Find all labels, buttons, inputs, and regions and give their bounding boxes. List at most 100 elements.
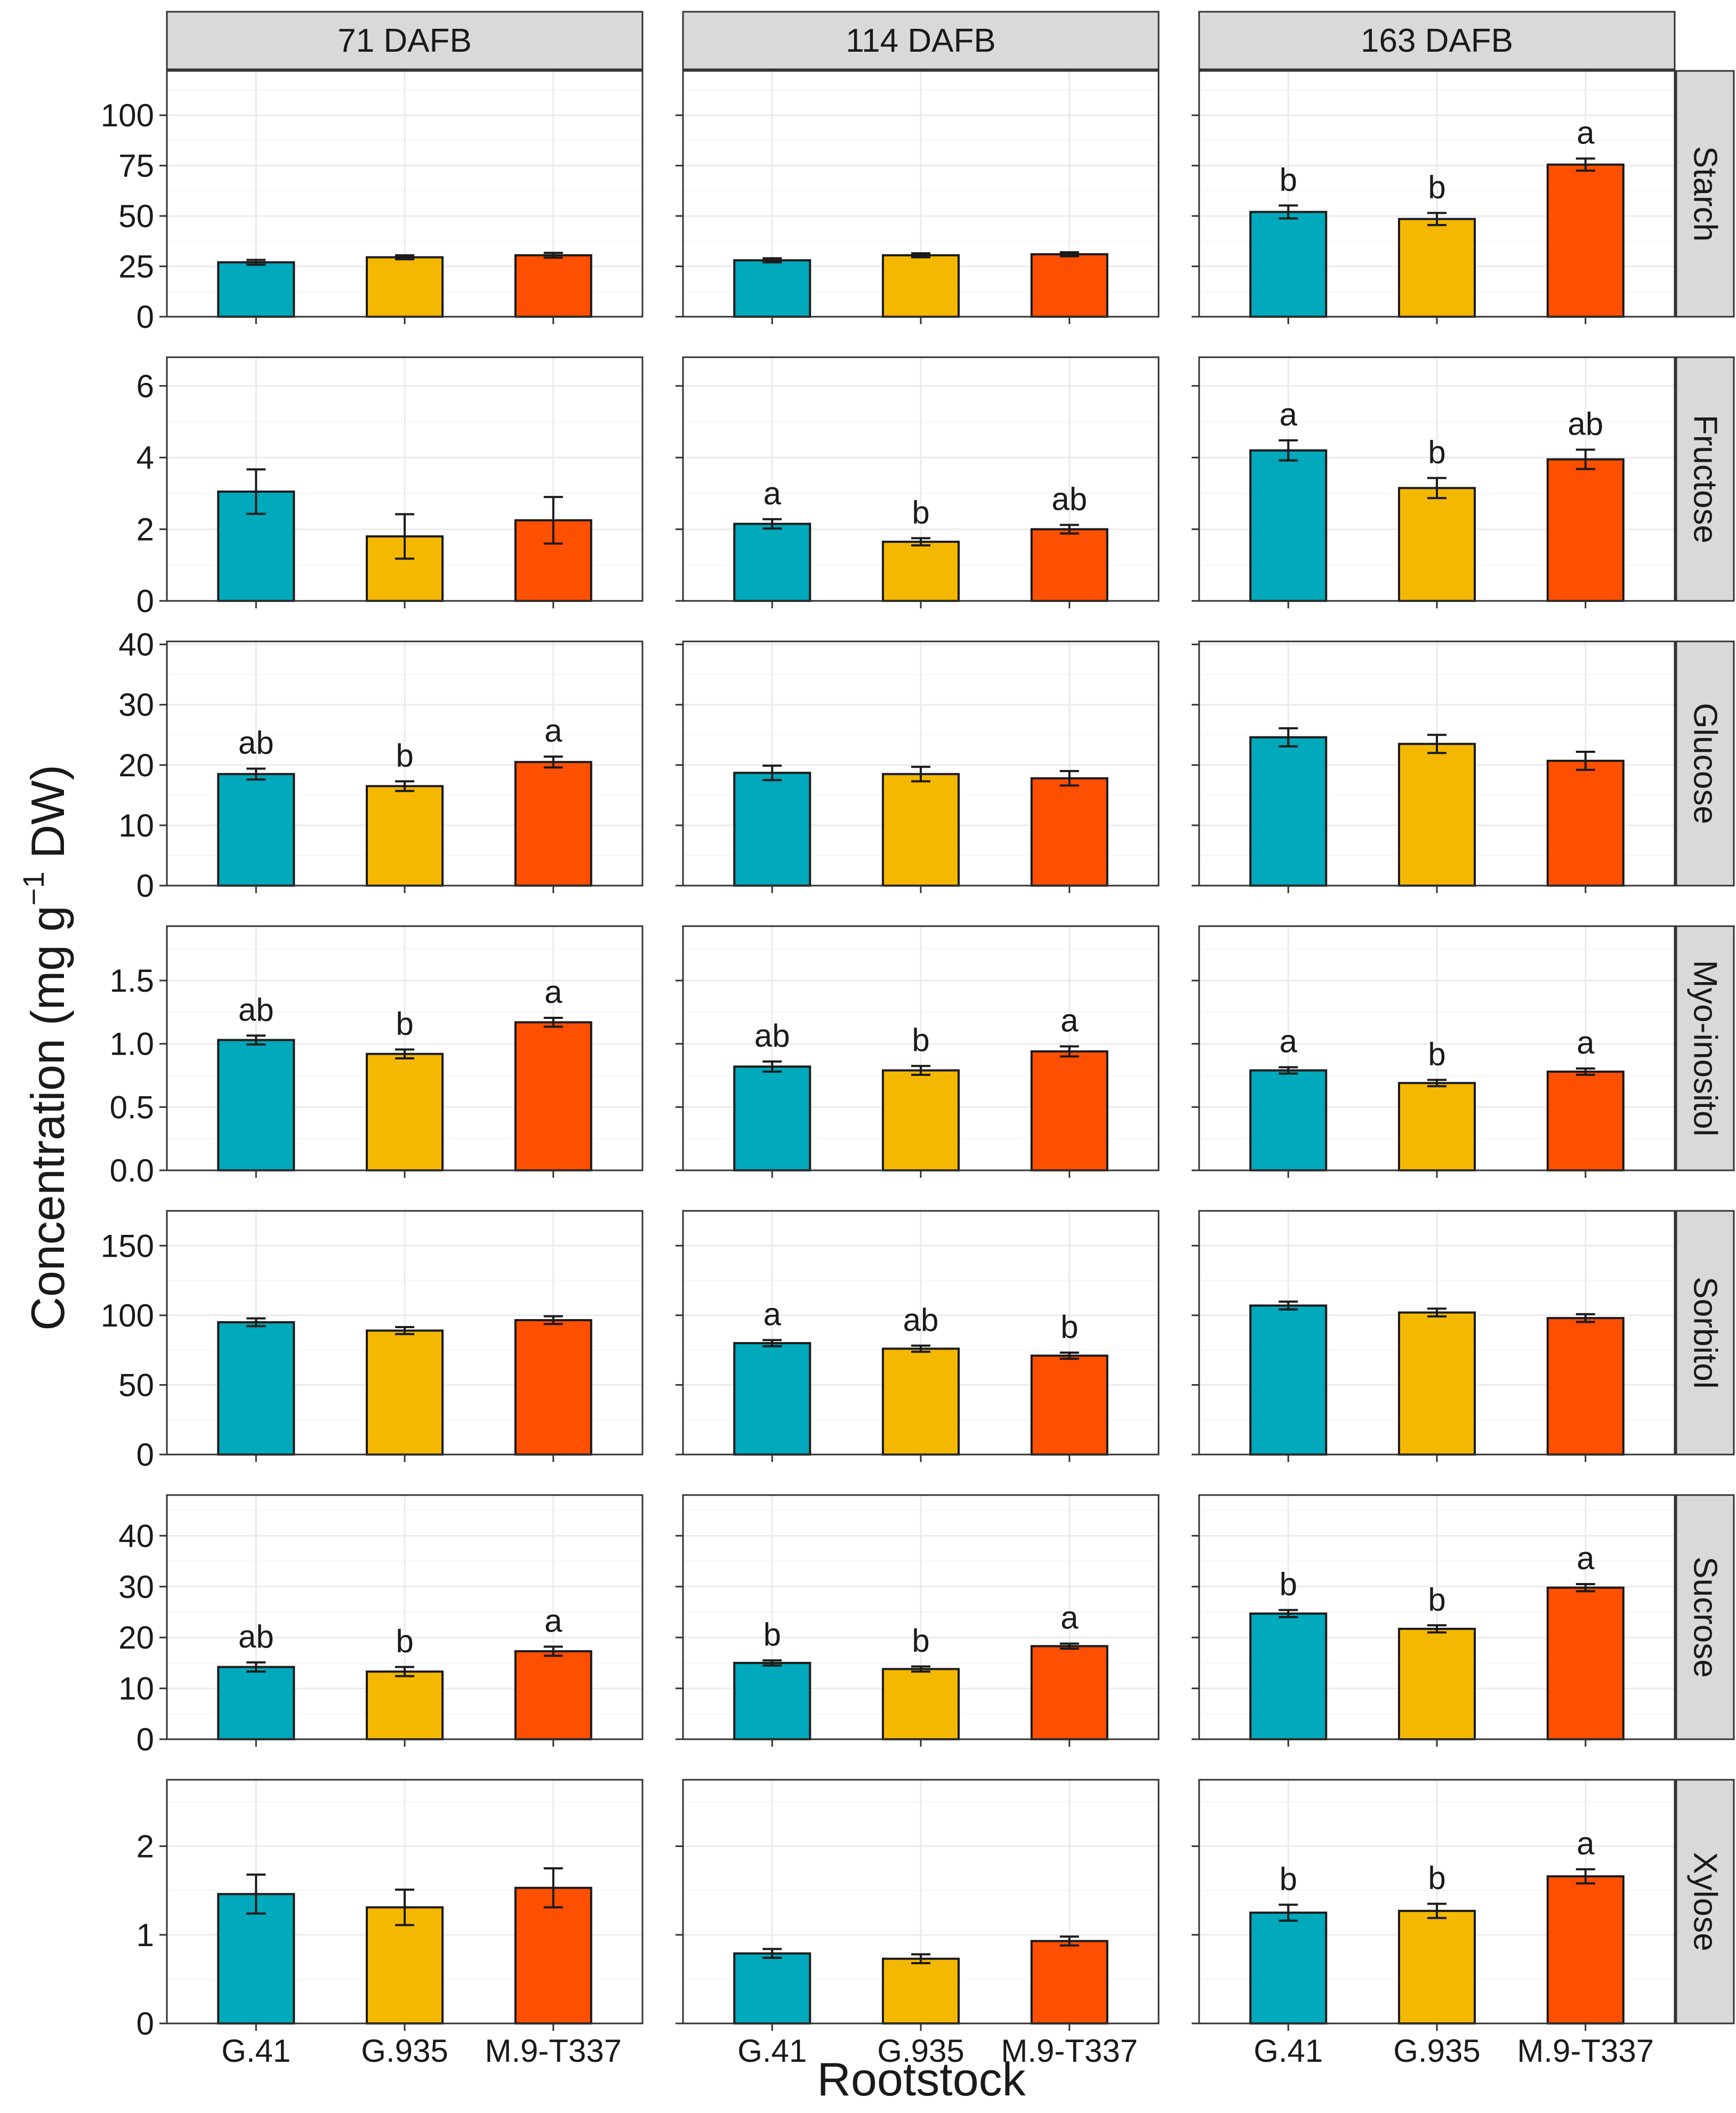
- y-tick-label: 30: [118, 687, 154, 723]
- panel-grid: 71 DAFB 114 DAFB 163 DAFBStarch0255075100b…: [101, 11, 1735, 2069]
- bar: [1249, 736, 1328, 887]
- bar: [1249, 1612, 1328, 1740]
- significance-label: ab: [238, 725, 274, 761]
- significance-label: b: [396, 737, 413, 773]
- y-tick-label: 150: [101, 1228, 154, 1264]
- y-tick-label: 1.5: [110, 963, 154, 999]
- bar: [1398, 1082, 1476, 1171]
- error-bar: [1059, 251, 1079, 258]
- error-bar: [1059, 1642, 1079, 1650]
- bar: [882, 254, 960, 318]
- panel: [676, 640, 1160, 893]
- row-strip-background: [1675, 1494, 1735, 1740]
- bar: [217, 1321, 295, 1456]
- error-bar: [911, 252, 930, 259]
- error-bar: [762, 1659, 782, 1667]
- significance-label: b: [912, 1022, 929, 1058]
- error-bar: [911, 1665, 930, 1673]
- bar: [882, 1069, 960, 1171]
- bar: [733, 772, 811, 887]
- significance-label: ab: [903, 1302, 939, 1338]
- significance-label: a: [1577, 1025, 1595, 1060]
- bar: [514, 1319, 592, 1456]
- error-bar: [395, 1666, 414, 1677]
- significance-label: b: [1428, 1036, 1445, 1072]
- row-strip: Sorbitol: [1675, 1210, 1735, 1456]
- panel: b b a G.41 G.935 M.9-T337: [1192, 1779, 1676, 2069]
- bar: [1546, 1070, 1625, 1172]
- column-strip: 114 DAFB: [682, 11, 1160, 70]
- bar: [1030, 1940, 1108, 2025]
- row-strip-label: Starch: [1687, 146, 1724, 242]
- column-strip: 71 DAFB: [166, 11, 644, 70]
- bar: [1249, 211, 1328, 318]
- y-tick-label: 0: [136, 299, 154, 335]
- error-bar: [911, 537, 930, 547]
- x-tick-label: G.935: [361, 2033, 448, 2069]
- bar: [366, 1053, 444, 1171]
- bar: [1030, 1050, 1108, 1171]
- error-bar: [246, 1661, 266, 1673]
- error-bar: [543, 1017, 563, 1028]
- bar: [1546, 458, 1625, 602]
- error-bar: [1059, 770, 1079, 787]
- error-bar: [1279, 1609, 1298, 1618]
- bar: [1546, 759, 1625, 887]
- column-strip-background: [682, 11, 1160, 70]
- bar: [1546, 1317, 1625, 1456]
- bar: [1546, 1586, 1625, 1741]
- significance-label: a: [544, 1603, 562, 1638]
- x-tick-label: G.935: [1393, 2033, 1480, 2069]
- column-strip-background: [1198, 11, 1676, 70]
- error-bar: [1427, 734, 1446, 754]
- error-bar: [1059, 1351, 1079, 1360]
- y-tick-label: 1: [136, 1917, 154, 1953]
- error-bar: [543, 1867, 563, 1909]
- error-bar: [1427, 1079, 1446, 1088]
- y-tick-label: 100: [101, 1298, 154, 1333]
- y-tick-label: 0: [136, 868, 154, 904]
- y-tick-label: 40: [118, 1518, 154, 1554]
- error-bar: [1279, 1300, 1298, 1311]
- significance-label: ab: [238, 1619, 274, 1654]
- y-tick-label: 0: [136, 2006, 154, 2042]
- significance-label: b: [912, 494, 929, 530]
- panel: 0 25 50 75 100: [101, 70, 644, 335]
- error-bar: [395, 254, 414, 261]
- significance-label: b: [396, 1624, 413, 1659]
- bar: [514, 761, 592, 887]
- bar: [1546, 1875, 1625, 2024]
- error-bar: [1576, 750, 1595, 771]
- row-strip-label: Myo-inositol: [1687, 960, 1724, 1137]
- row-strip-background: [1675, 1779, 1735, 2024]
- bar: [1398, 1909, 1476, 2024]
- error-bar: [1279, 727, 1298, 748]
- significance-label: ab: [1051, 481, 1087, 517]
- bar: [217, 1666, 295, 1740]
- significance-label: b: [912, 1623, 929, 1659]
- bar: [1398, 218, 1476, 318]
- x-tick-label: M.9-T337: [485, 2033, 622, 2069]
- bar: [514, 1650, 592, 1741]
- error-bar: [762, 257, 782, 263]
- x-tick-label: G.41: [1253, 2033, 1323, 2069]
- row-strip: Glucose: [1675, 640, 1735, 887]
- bar: [733, 523, 811, 602]
- error-bar: [395, 1889, 414, 1926]
- significance-label: b: [1428, 434, 1445, 470]
- error-bar: [395, 780, 414, 792]
- bar: [1398, 1311, 1476, 1456]
- error-bar: [395, 1048, 414, 1059]
- row-strip-background: [1675, 925, 1735, 1171]
- significance-label: a: [1577, 115, 1595, 150]
- y-tick-label: 4: [136, 440, 154, 476]
- row-strip-label: Sucrose: [1687, 1556, 1724, 1677]
- error-bar: [1427, 477, 1446, 500]
- row-strip-background: [1675, 1210, 1735, 1456]
- y-tick-label: 10: [118, 808, 154, 843]
- significance-label: a: [1577, 1540, 1595, 1576]
- significance-label: ab: [1568, 406, 1603, 441]
- y-tick-label: 75: [118, 148, 154, 184]
- error-bar: [246, 1873, 266, 1915]
- bar: [1030, 1354, 1108, 1456]
